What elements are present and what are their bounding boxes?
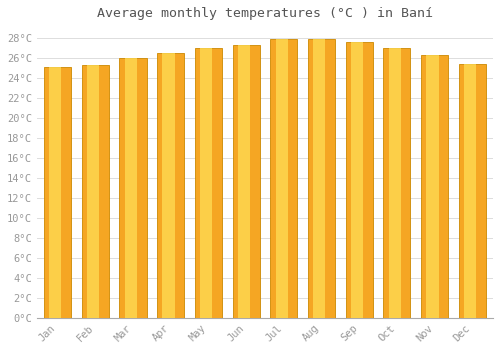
Bar [276, 39, 287, 318]
Bar [346, 42, 373, 318]
Bar [313, 39, 326, 318]
Bar [238, 45, 250, 318]
Bar [124, 58, 137, 318]
Bar [351, 42, 363, 318]
Title: Average monthly temperatures (°C ) in Baní: Average monthly temperatures (°C ) in Ba… [97, 7, 433, 20]
Bar [232, 45, 260, 318]
Bar [195, 48, 222, 318]
Bar [458, 64, 486, 318]
Bar [157, 53, 184, 318]
Bar [200, 48, 212, 318]
Bar [426, 55, 438, 318]
Bar [388, 48, 401, 318]
Bar [82, 65, 109, 318]
Bar [44, 67, 71, 318]
Bar [50, 67, 62, 318]
Bar [384, 48, 410, 318]
Bar [421, 55, 448, 318]
Bar [120, 58, 146, 318]
Bar [464, 64, 476, 318]
Bar [87, 65, 99, 318]
Bar [162, 53, 174, 318]
Bar [270, 39, 297, 318]
Bar [308, 39, 335, 318]
